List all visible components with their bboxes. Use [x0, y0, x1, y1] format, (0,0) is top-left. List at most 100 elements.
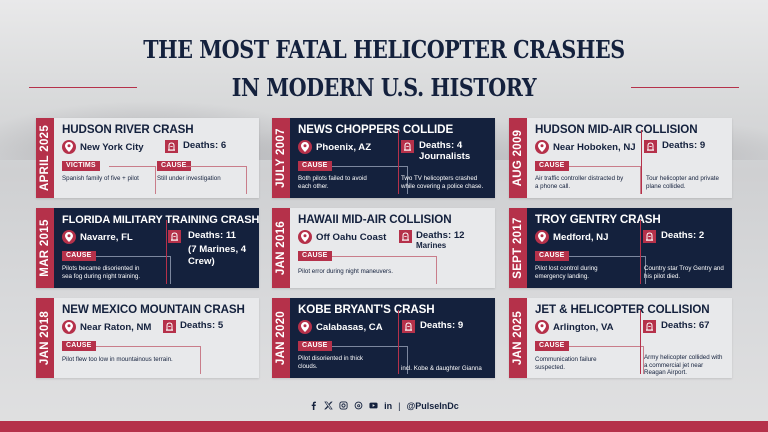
- tombstone-icon: [163, 320, 176, 333]
- crash-card-hudson-river: APRIL 2025 HUDSON RIVER CRASH New York C…: [36, 118, 259, 198]
- crash-card-troy-gentry: SEPT 2017 TROY GENTRY CRASH Medford, NJ …: [509, 208, 732, 288]
- crash-title: TROY GENTRY CRASH: [535, 213, 661, 226]
- tombstone-icon: [643, 320, 656, 333]
- crash-location: Navarre, FL: [80, 231, 133, 243]
- cause-description: Pilot lost control during emergency land…: [535, 265, 598, 280]
- instagram-icon[interactable]: [339, 401, 348, 410]
- date-strip: JAN 2025: [509, 298, 527, 378]
- death-count: Deaths: 4: [419, 140, 463, 151]
- crash-date: MAR 2015: [39, 219, 51, 277]
- bracket-line: [569, 256, 646, 284]
- crash-date: JAN 2018: [39, 310, 51, 366]
- death-count: Deaths: 67: [661, 320, 710, 331]
- title-rule-left: [29, 87, 137, 88]
- cause-description: Pilot disoriented in thick clouds.: [298, 355, 364, 370]
- crash-summary: Two TV helicopters crashed while coverin…: [401, 175, 484, 190]
- crash-date: JAN 2020: [275, 310, 287, 366]
- crash-date: AUG 2009: [512, 129, 524, 187]
- date-strip: SEPT 2017: [509, 208, 527, 288]
- tombstone-icon: [399, 230, 412, 243]
- cause-label: CAUSE: [62, 251, 96, 261]
- cause-label: CAUSE: [298, 341, 332, 351]
- cause-label: CAUSE: [157, 161, 191, 171]
- bracket-line: [569, 166, 641, 194]
- social-handle: @PulseInDc: [406, 400, 459, 411]
- crash-location: Off Oahu Coast: [316, 231, 387, 243]
- header: THE MOST FATAL HELICOPTER CRASHES IN MOD…: [0, 36, 768, 108]
- cause-description: Still under investigation: [157, 175, 221, 182]
- cause-description: Communication failure suspected.: [535, 356, 597, 371]
- crash-title: NEW MEXICO MOUNTAIN CRASH: [62, 303, 245, 316]
- death-detail: (7 Marines, 4 Crew): [188, 244, 247, 267]
- crash-card-news-choppers: JULY 2007 NEWS CHOPPERS COLLIDE Phoenix,…: [272, 118, 495, 198]
- bracket-line: [332, 256, 437, 284]
- date-strip: JAN 2020: [272, 298, 290, 378]
- linkedin-icon[interactable]: in: [384, 400, 393, 411]
- death-count: Deaths: 6: [183, 140, 227, 151]
- crash-date: JULY 2007: [275, 128, 287, 188]
- crash-card-kobe-bryant: JAN 2020 KOBE BRYANT'S CRASH Calabasas, …: [272, 298, 495, 378]
- bracket-line: [569, 346, 644, 374]
- location-pin-icon: [535, 320, 549, 334]
- death-count: Deaths: 5: [180, 320, 224, 331]
- date-strip: APRIL 2025: [36, 118, 54, 198]
- tombstone-icon: [168, 230, 181, 243]
- bracket-line: [332, 346, 408, 374]
- death-count: Deaths: 9: [420, 320, 464, 331]
- location-pin-icon: [62, 230, 76, 244]
- crash-summary: incl. Kobe & daughter Gianna: [401, 365, 482, 372]
- crash-title: JET & HELICOPTER COLLISION: [535, 303, 710, 316]
- x-icon[interactable]: [324, 401, 333, 410]
- facebook-icon[interactable]: [309, 401, 318, 410]
- cause-description: Pilot flew too low in mountainous terrai…: [62, 356, 173, 363]
- crash-location: Phoenix, AZ: [316, 141, 372, 153]
- cause-label: CAUSE: [298, 251, 332, 261]
- crash-card-hawaii-mid-air: JAN 2016 HAWAII MID-AIR COLLISION Off Oa…: [272, 208, 495, 288]
- tombstone-icon: [165, 140, 178, 153]
- threads-icon[interactable]: [354, 401, 363, 410]
- crash-location: Near Hoboken, NJ: [553, 141, 636, 153]
- crash-title: KOBE BRYANT'S CRASH: [298, 303, 435, 316]
- crash-summary: Tour helicopter and private plane collid…: [646, 175, 719, 190]
- crash-date: SEPT 2017: [512, 217, 524, 279]
- date-strip: JAN 2018: [36, 298, 54, 378]
- separator: |: [398, 400, 401, 411]
- bracket-line: [109, 166, 156, 194]
- death-detail: Journalists: [419, 151, 471, 162]
- deaths-line: [640, 220, 641, 284]
- crash-card-florida-military: MAR 2015 FLORIDA MILITARY TRAINING CRASH…: [36, 208, 259, 288]
- bracket-line: [96, 256, 171, 284]
- crash-date: JAN 2025: [512, 310, 524, 366]
- deaths-line: [641, 130, 642, 194]
- victims-label: VICTIMS: [62, 161, 100, 171]
- crash-card-hudson-mid-air: AUG 2009 HUDSON MID-AIR COLLISION Near H…: [509, 118, 732, 198]
- bracket-line: [332, 166, 408, 194]
- footer: in | @PulseInDc: [0, 397, 768, 415]
- cause-description: Both pilots failed to avoid each other.: [298, 175, 367, 190]
- location-pin-icon: [535, 230, 549, 244]
- crash-date: JAN 2016: [275, 220, 287, 276]
- page-title-line1: THE MOST FATAL HELICOPTER CRASHES: [143, 35, 625, 64]
- date-strip: JAN 2016: [272, 208, 290, 288]
- date-strip: MAR 2015: [36, 208, 54, 288]
- tombstone-icon: [402, 320, 415, 333]
- location-pin-icon: [62, 140, 76, 154]
- social-links: in | @PulseInDc: [309, 401, 459, 411]
- deaths-line: [398, 310, 399, 374]
- location-pin-icon: [298, 140, 312, 154]
- date-strip: JULY 2007: [272, 118, 290, 198]
- crash-date: APRIL 2025: [39, 124, 51, 192]
- crash-location: Arlington, VA: [553, 321, 614, 333]
- crash-summary: Country star Troy Gentry and his pilot d…: [644, 265, 724, 280]
- bracket-line: [186, 166, 247, 194]
- youtube-icon[interactable]: [369, 401, 378, 410]
- crash-title: HAWAII MID-AIR COLLISION: [298, 213, 452, 226]
- tombstone-icon: [644, 140, 657, 153]
- cause-label: CAUSE: [535, 161, 569, 171]
- crash-summary: Army helicopter collided with a commerci…: [644, 354, 723, 377]
- tombstone-icon: [401, 140, 414, 153]
- crash-location: Calabasas, CA: [316, 321, 383, 333]
- cause-description: Pilots became disoriented in sea fog dur…: [62, 265, 141, 280]
- death-count: Deaths: 9: [662, 140, 706, 151]
- death-count: Deaths: 2: [661, 230, 705, 241]
